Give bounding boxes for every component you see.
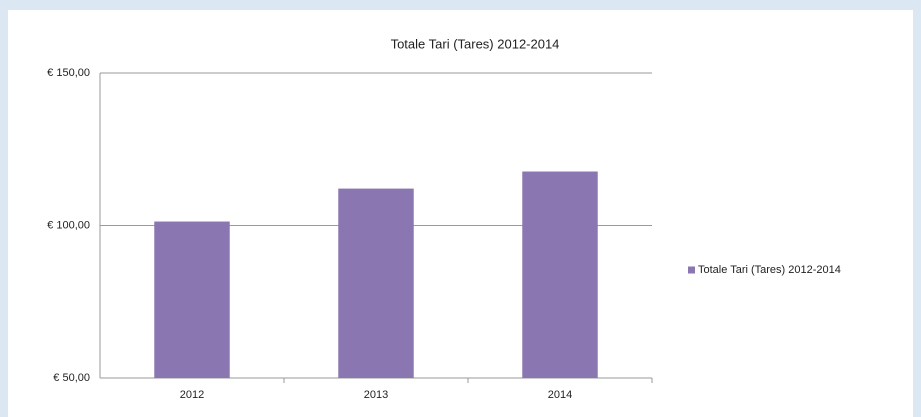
legend-label: Totale Tari (Tares) 2012-2014 [698, 264, 841, 276]
chart-background [8, 10, 913, 417]
x-tick-label: 2012 [180, 389, 204, 401]
bar [154, 221, 230, 378]
legend-swatch [688, 266, 695, 274]
y-tick-label: € 50,00 [53, 372, 90, 384]
bar [522, 171, 598, 378]
chart-title: Totale Tari (Tares) 2012-2014 [391, 36, 560, 51]
x-tick-label: 2013 [364, 389, 388, 401]
x-tick-label: 2014 [548, 389, 572, 401]
y-tick-label: € 150,00 [47, 67, 90, 79]
bar [338, 188, 414, 378]
y-tick-label: € 100,00 [47, 219, 90, 231]
